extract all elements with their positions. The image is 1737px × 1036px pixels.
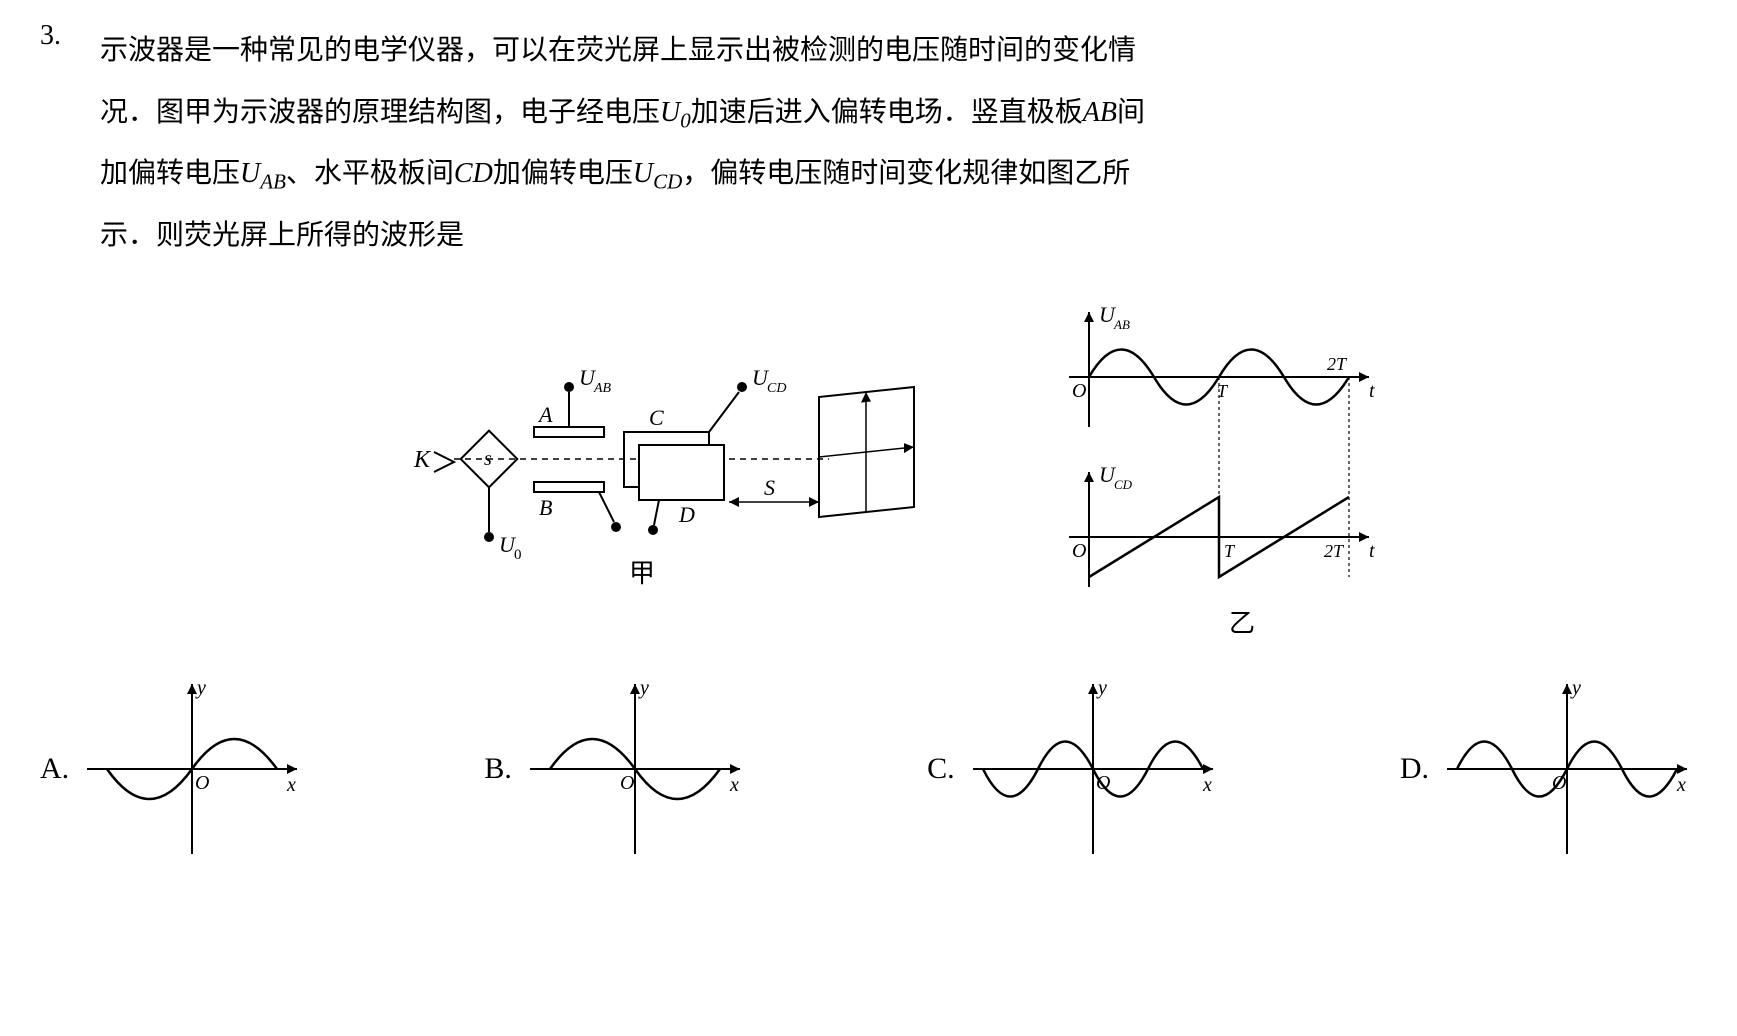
option-c-graph: y x O bbox=[963, 679, 1223, 859]
option-d[interactable]: D. y x O bbox=[1400, 679, 1697, 859]
text-line-2c: 间 bbox=[1117, 97, 1145, 128]
symbol-ucd-sub: CD bbox=[653, 170, 682, 194]
uab-2t-mark: 2T bbox=[1327, 354, 1348, 374]
symbol-cd: CD bbox=[454, 158, 493, 189]
svg-text:x: x bbox=[1202, 774, 1212, 796]
label-uab-fig-sub: AB bbox=[593, 381, 612, 396]
option-b-label: B. bbox=[484, 752, 512, 786]
label-u0-sub: 0 bbox=[514, 547, 522, 563]
option-a-label: A. bbox=[40, 752, 69, 786]
plate-b bbox=[534, 482, 604, 492]
svg-text:O: O bbox=[620, 772, 634, 794]
symbol-uab: U bbox=[240, 158, 260, 189]
question-block: 3. 示波器是一种常见的电学仪器，可以在荧光屏上显示出被检测的电压随时间的变化情… bbox=[40, 20, 1697, 669]
svg-text:x: x bbox=[286, 774, 296, 796]
option-c-label: C. bbox=[927, 752, 955, 786]
ucd-plot: U CD O t T 2T bbox=[1069, 462, 1375, 587]
symbol-u0-sub: 0 bbox=[680, 108, 691, 132]
ucd-terminal-icon bbox=[737, 382, 747, 392]
label-b: B bbox=[539, 495, 552, 520]
u0-terminal-icon bbox=[484, 532, 494, 542]
label-s-dist: S bbox=[764, 475, 775, 500]
text-line-1: 示波器是一种常见的电学仪器，可以在荧光屏上显示出被检测的电压随时间的变化情 bbox=[100, 35, 1136, 66]
symbol-uab-sub: AB bbox=[260, 170, 286, 194]
text-line-3d: ，偏转电压随时间变化规律如图乙所 bbox=[682, 158, 1130, 189]
label-c: C bbox=[649, 405, 664, 430]
text-line-2a: 况．图甲为示波器的原理结构图，电子经电压 bbox=[100, 97, 660, 128]
question-number: 3. bbox=[40, 20, 100, 52]
label-d: D bbox=[678, 502, 695, 527]
option-d-label: D. bbox=[1400, 752, 1429, 786]
caption-jia: 甲 bbox=[629, 559, 655, 588]
plate-b-terminal bbox=[611, 522, 621, 532]
svg-text:y: y bbox=[1570, 679, 1581, 699]
svg-text:y: y bbox=[195, 679, 206, 699]
text-line-3b: 、水平极板间 bbox=[286, 158, 454, 189]
plate-d bbox=[639, 445, 724, 500]
text-line-2b: 加速后进入偏转电场．竖直极板 bbox=[691, 97, 1083, 128]
text-line-3a: 加偏转电压 bbox=[100, 158, 240, 189]
question-body: 示波器是一种常见的电学仪器，可以在荧光屏上显示出被检测的电压随时间的变化情 况．… bbox=[100, 20, 1697, 669]
svg-text:y: y bbox=[638, 679, 649, 699]
uab-axis-sub: AB bbox=[1113, 317, 1130, 332]
oscilloscope-diagram: K s U 0 A B bbox=[399, 337, 919, 597]
ucd-t: t bbox=[1369, 540, 1375, 562]
ucd-t-mark: T bbox=[1224, 541, 1236, 561]
figure-jia: K s U 0 A B bbox=[399, 337, 919, 620]
uab-terminal-icon bbox=[564, 382, 574, 392]
label-k: K bbox=[413, 447, 432, 473]
svg-text:x: x bbox=[1676, 774, 1686, 796]
plate-d-terminal bbox=[648, 525, 658, 535]
symbol-ab: AB bbox=[1083, 97, 1117, 128]
option-d-graph: y x O bbox=[1437, 679, 1697, 859]
options-row: A. y x O B. y x O C. bbox=[40, 679, 1697, 859]
s-arrow-right bbox=[809, 497, 819, 507]
screen bbox=[819, 387, 914, 517]
electron-gun-icon bbox=[434, 452, 454, 472]
symbol-u0: U bbox=[660, 97, 680, 128]
s-arrow-left bbox=[729, 497, 739, 507]
option-b-graph: y x O bbox=[520, 679, 750, 859]
option-c[interactable]: C. y x O bbox=[927, 679, 1223, 859]
svg-text:y: y bbox=[1096, 679, 1107, 699]
figure-yi: U AB O t T 2T bbox=[1039, 297, 1399, 660]
text-line-4: 示．则荧光屏上所得的波形是 bbox=[100, 220, 464, 251]
voltage-time-diagram: U AB O t T 2T bbox=[1039, 297, 1399, 637]
caption-yi: 乙 bbox=[1229, 609, 1255, 637]
ucd-origin: O bbox=[1072, 540, 1086, 562]
ucd-axis-sub: CD bbox=[1114, 477, 1133, 492]
ucd-lead bbox=[709, 392, 739, 432]
option-b[interactable]: B. y x O bbox=[484, 679, 750, 859]
plate-a bbox=[534, 427, 604, 437]
label-a: A bbox=[537, 402, 553, 427]
symbol-ucd: U bbox=[633, 158, 653, 189]
svg-text:O: O bbox=[195, 772, 209, 794]
option-a[interactable]: A. y x O bbox=[40, 679, 307, 859]
ucd-2t-mark: 2T bbox=[1324, 541, 1345, 561]
text-line-3c: 加偏转电压 bbox=[493, 158, 633, 189]
svg-text:x: x bbox=[729, 774, 739, 796]
label-ucd-fig-sub: CD bbox=[767, 381, 786, 396]
plate-b-lead bbox=[599, 492, 614, 522]
option-a-graph: y x O bbox=[77, 679, 307, 859]
uab-plot: U AB O t T 2T bbox=[1069, 302, 1375, 427]
uab-origin: O bbox=[1072, 380, 1086, 402]
plate-d-lead bbox=[654, 500, 659, 525]
uab-t: t bbox=[1369, 380, 1375, 402]
diagram-row: K s U 0 A B bbox=[100, 297, 1697, 660]
